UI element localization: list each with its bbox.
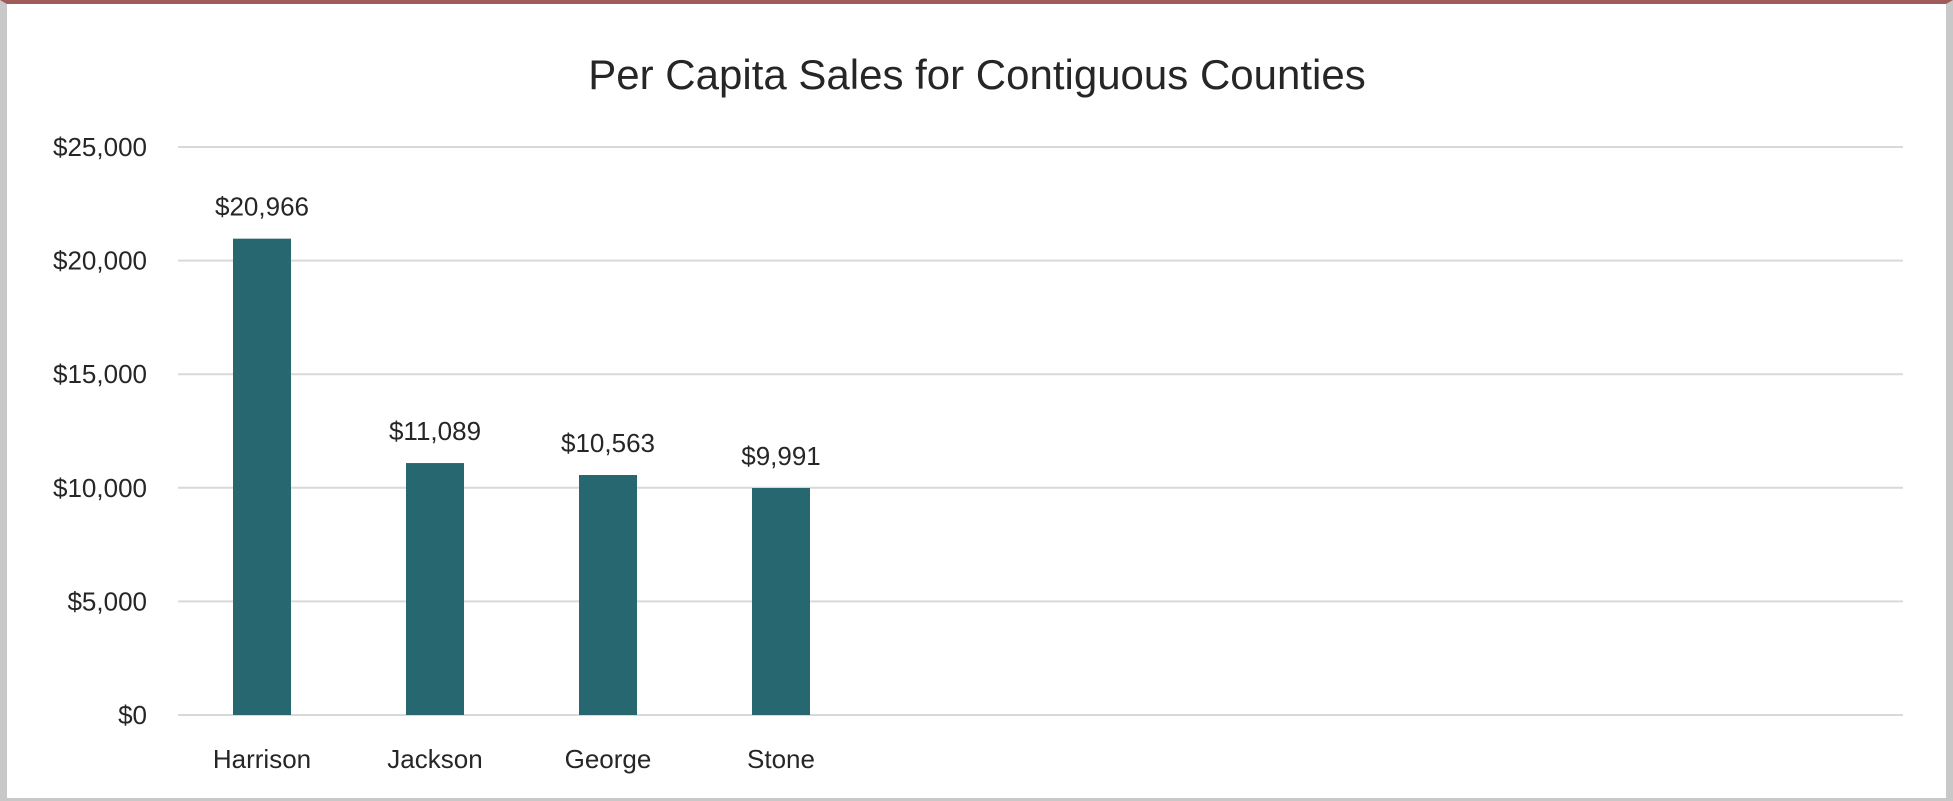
y-tick-label: $20,000 — [53, 246, 147, 276]
data-label: $20,966 — [215, 192, 309, 222]
bar-harrison — [233, 238, 291, 716]
data-label: $11,089 — [389, 416, 481, 446]
x-category-label: Harrison — [213, 744, 311, 774]
chart-title: Per Capita Sales for Contiguous Counties — [588, 51, 1365, 98]
y-axis-ticks: $0 $5,000 $10,000 $15,000 $20,000 $25,000 — [53, 132, 147, 730]
bar-stone — [752, 488, 810, 715]
y-tick-label: $0 — [118, 700, 147, 730]
bar-george — [579, 475, 637, 715]
data-labels: $20,966 $11,089 $10,563 $9,991 — [215, 192, 821, 471]
bars — [233, 238, 810, 716]
y-tick-label: $15,000 — [53, 359, 147, 389]
y-tick-label: $5,000 — [67, 586, 147, 616]
data-label: $9,991 — [741, 441, 821, 471]
x-axis-categories: Harrison Jackson George Stone — [213, 744, 815, 774]
x-category-label: George — [565, 744, 652, 774]
gridlines — [178, 146, 1903, 716]
data-label: $10,563 — [561, 428, 655, 458]
y-tick-label: $25,000 — [53, 132, 147, 162]
x-category-label: Jackson — [387, 744, 482, 774]
x-category-label: Stone — [747, 744, 815, 774]
bar-jackson — [406, 463, 464, 715]
y-tick-label: $10,000 — [53, 473, 147, 503]
